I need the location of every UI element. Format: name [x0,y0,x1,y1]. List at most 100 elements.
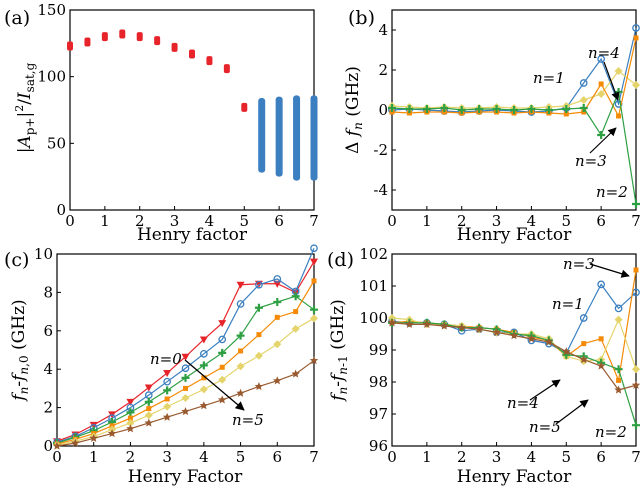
panel-c-point-n4 [273,340,282,349]
panel-c-point-n5 [291,369,300,378]
panel-c-point-n4 [163,402,172,411]
panel-b-xtick-label: 1 [422,212,432,230]
panel-d-point-n5 [579,355,588,364]
panel-d-point-n5 [631,380,640,389]
panel-d-ytick-label: 100 [359,309,388,327]
panel-a-stable-point [84,37,91,47]
panel-b-ylabel: Δ fn (GHz) [343,66,365,154]
panel-b-xtick-label: 3 [492,212,502,230]
panel-b-point-n2 [388,104,396,112]
panel-c-point-n3 [274,314,280,320]
panel-c-point-n2 [218,348,227,357]
panel-c-ytick-label: 2 [43,399,53,417]
panel-b-ytick-label: -2 [373,141,388,159]
panel-c-point-n2 [144,397,153,406]
annotation-d-n5-arrow [555,399,589,425]
panel-a-ytick-label: 50 [47,134,66,152]
panel-a-xlabel: Henry factor [137,225,248,245]
panel-c-point-n5 [181,406,190,416]
panel-c-xtick-label: 3 [162,448,172,466]
panel-c-point-n3 [311,278,317,284]
panel-b-point-n2 [422,105,431,113]
panel-c-point-n4 [218,375,227,384]
panel-c-series-line-n1 [56,248,315,443]
panel-d-point-n5 [596,361,606,370]
panel-c-point-n5 [144,418,154,427]
panel-d-marks [387,267,640,430]
panel-d-ytick-label: 102 [359,245,388,263]
panel-b-point-n2 [562,105,571,113]
panel-c-series-line-n0 [56,261,315,442]
panel-c-label: (c) [4,249,29,271]
panel-d-xtick-label: 1 [422,448,432,466]
panel-d-xtick-label: 5 [562,448,572,466]
annotation-b-n2: n=2 [596,183,628,201]
panel-c-ytick-label: 8 [43,283,53,301]
panel-c-point-n3 [183,385,188,391]
panel-c-point-n5 [254,381,264,391]
panel-a-xtick-label: 5 [240,212,250,230]
panel-d-point-n4 [388,314,396,322]
panel-c-point-n5 [199,401,209,410]
panel-a-xtick-label: 0 [65,212,75,230]
panel-c-point-n0 [181,353,190,361]
panel-c-point-n4 [199,385,208,394]
panel-a-ytick-label: 150 [37,1,66,19]
panel-b-point-n3 [563,111,569,117]
panel-c-point-n4 [236,362,245,371]
panel-b: (b) 0 1 2 3 4 5 6 7 -4 -2 0 2 4 Henry Factor Δ fn (G… [343,7,640,245]
panel-c-point-n2 [254,303,263,312]
panel-c-point-n0 [199,336,208,344]
panel-c-point-n1 [218,335,227,344]
panel-b-xtick-label: 6 [596,212,606,230]
panel-c-point-n4 [291,324,300,333]
panel-c-point-n1 [236,300,245,308]
panel-c-point-n0 [236,281,245,289]
panel-a-stable-point [171,42,178,52]
panel-d-point-n2 [614,365,623,374]
annotation-d-n4: n=4 [507,394,539,412]
annotation-d-n2: n=2 [595,423,627,441]
panel-b-point-n4 [632,81,640,89]
panel-c-point-n1 [200,349,208,358]
panel-c-point-n5 [107,429,117,438]
annotation-d-n4-arrow [529,379,561,401]
panel-c-point-n2 [126,408,135,417]
panel-b-point-n2 [510,106,518,114]
panel-b-point-n2 [544,106,553,114]
panel-b-point-n2 [579,104,588,112]
panel-d-point-n5 [562,347,571,356]
panel-c-point-n5 [236,388,245,397]
annotation-b-n3: n=3 [575,152,607,170]
panel-a-stable-point [206,56,213,66]
panel-c-point-n0 [144,384,153,392]
panel-c-point-n0 [163,370,172,378]
panel-b-label: (b) [348,7,375,29]
panel-c-point-n4 [181,394,190,402]
panel-c-point-n5 [309,356,319,365]
panel-d-point-n4 [614,315,623,324]
panel-c-point-n3 [146,406,152,412]
panel-c-ytick-label: 0 [43,437,53,455]
panel-a-xtick-label: 6 [274,212,284,230]
panel-a-xtick-label: 3 [170,212,180,230]
panel-d-point-n2 [632,421,640,430]
panel-c-point-n3 [219,364,225,370]
panel-d-ytick-label: 101 [359,277,388,295]
panel-c-point-n4 [126,418,135,427]
panel-c-point-n3 [256,332,262,338]
panel-c-annotations: n=0 n=5 [150,350,264,429]
panel-a-unstable-band [293,95,301,181]
panel-b-point-n4 [579,96,588,104]
panel-a-stable-point [67,41,73,51]
panel-d-ytick-label: 99 [369,341,388,359]
panel-c-point-n3 [293,309,299,315]
panel-b-ytick-label: -4 [373,181,388,199]
panel-b-point-n2 [597,131,606,139]
panel-c: (c) 0 1 2 3 4 5 6 7 0 2 4 6 8 10 Henry Factor fn-fn,0… [4,244,319,487]
panel-d-point-n1 [614,304,623,313]
panel-a-unstable-band [310,95,318,181]
panel-c-point-n5 [71,438,80,447]
panel-c-ticks: 0 1 2 3 4 5 6 7 0 2 4 6 8 10 [34,245,319,466]
